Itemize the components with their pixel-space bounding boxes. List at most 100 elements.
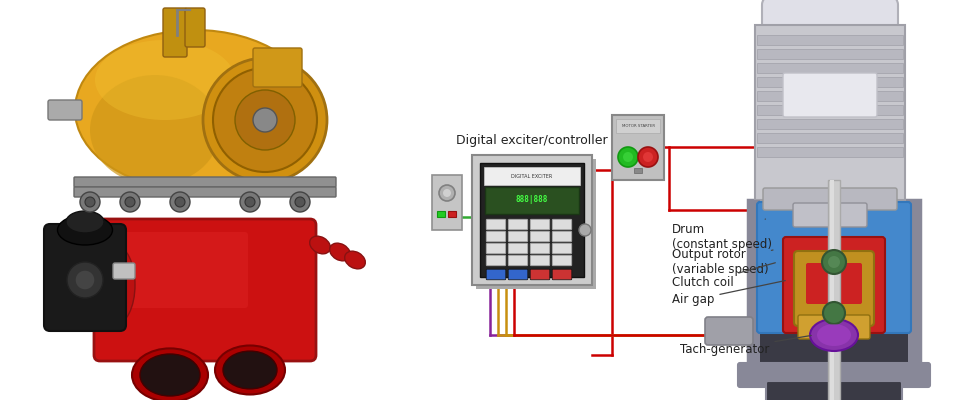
Ellipse shape	[817, 324, 851, 346]
Circle shape	[175, 197, 185, 207]
Ellipse shape	[329, 243, 350, 261]
Text: 888|888: 888|888	[515, 196, 548, 204]
Ellipse shape	[132, 348, 208, 400]
FancyBboxPatch shape	[793, 203, 867, 227]
Bar	[448, 211, 456, 217]
Ellipse shape	[223, 351, 277, 389]
FancyBboxPatch shape	[185, 8, 205, 47]
Bar	[437, 211, 445, 217]
Bar	[757, 49, 903, 59]
FancyBboxPatch shape	[509, 219, 528, 230]
Circle shape	[75, 270, 95, 290]
FancyBboxPatch shape	[783, 237, 885, 333]
Bar	[757, 133, 903, 143]
FancyBboxPatch shape	[530, 219, 550, 230]
Bar	[757, 35, 903, 45]
FancyBboxPatch shape	[48, 100, 82, 120]
Circle shape	[623, 152, 633, 162]
FancyBboxPatch shape	[509, 231, 528, 242]
FancyBboxPatch shape	[253, 48, 302, 87]
Text: Tach-generator: Tach-generator	[680, 336, 811, 356]
Bar	[757, 91, 903, 101]
Ellipse shape	[345, 251, 366, 269]
Ellipse shape	[810, 319, 858, 351]
Text: Clutch coil: Clutch coil	[672, 263, 775, 290]
Bar	[757, 119, 903, 129]
Text: Digital exciter/controller: Digital exciter/controller	[456, 134, 608, 147]
Circle shape	[579, 224, 591, 236]
FancyBboxPatch shape	[612, 115, 664, 180]
Ellipse shape	[95, 40, 235, 120]
FancyBboxPatch shape	[783, 73, 877, 117]
Circle shape	[439, 185, 455, 201]
Circle shape	[823, 302, 845, 324]
Text: Drum
(constant speed): Drum (constant speed)	[672, 219, 772, 251]
Circle shape	[618, 147, 638, 167]
Ellipse shape	[58, 215, 113, 245]
Circle shape	[120, 192, 140, 212]
FancyBboxPatch shape	[530, 231, 550, 242]
Bar	[828, 180, 840, 400]
Ellipse shape	[215, 346, 285, 394]
Circle shape	[203, 58, 327, 182]
Circle shape	[213, 68, 317, 172]
Circle shape	[828, 256, 840, 268]
FancyBboxPatch shape	[705, 317, 753, 345]
FancyBboxPatch shape	[757, 202, 911, 333]
Circle shape	[253, 108, 277, 132]
FancyBboxPatch shape	[112, 232, 248, 308]
Circle shape	[822, 250, 846, 274]
FancyBboxPatch shape	[530, 243, 550, 254]
FancyBboxPatch shape	[486, 243, 506, 254]
Text: Air gap: Air gap	[672, 280, 785, 306]
FancyBboxPatch shape	[484, 167, 580, 185]
FancyBboxPatch shape	[472, 155, 592, 285]
FancyBboxPatch shape	[552, 269, 571, 280]
FancyBboxPatch shape	[486, 231, 506, 242]
Text: DIGITAL EXCITER: DIGITAL EXCITER	[512, 174, 553, 178]
FancyBboxPatch shape	[616, 119, 660, 133]
FancyBboxPatch shape	[552, 255, 571, 266]
FancyBboxPatch shape	[766, 381, 902, 400]
FancyBboxPatch shape	[432, 175, 462, 230]
Ellipse shape	[95, 245, 135, 325]
FancyBboxPatch shape	[552, 231, 571, 242]
Circle shape	[643, 152, 653, 162]
FancyBboxPatch shape	[113, 263, 135, 279]
Ellipse shape	[90, 75, 220, 185]
FancyBboxPatch shape	[784, 243, 884, 327]
Bar	[634, 168, 642, 173]
Ellipse shape	[75, 30, 315, 190]
Circle shape	[295, 197, 305, 207]
Circle shape	[125, 197, 135, 207]
FancyBboxPatch shape	[798, 315, 870, 339]
Ellipse shape	[310, 236, 330, 254]
FancyBboxPatch shape	[486, 219, 506, 230]
FancyBboxPatch shape	[486, 269, 506, 280]
FancyBboxPatch shape	[476, 159, 596, 289]
Bar	[757, 63, 903, 73]
FancyBboxPatch shape	[74, 187, 336, 197]
FancyBboxPatch shape	[762, 0, 898, 43]
Circle shape	[67, 262, 103, 298]
FancyBboxPatch shape	[480, 163, 584, 277]
FancyBboxPatch shape	[509, 269, 528, 280]
FancyBboxPatch shape	[806, 263, 862, 304]
Circle shape	[85, 197, 95, 207]
FancyBboxPatch shape	[755, 25, 905, 200]
Bar	[757, 77, 903, 87]
FancyBboxPatch shape	[763, 188, 897, 210]
FancyBboxPatch shape	[794, 251, 874, 326]
FancyBboxPatch shape	[509, 255, 528, 266]
Bar	[748, 200, 760, 365]
Circle shape	[170, 192, 190, 212]
FancyBboxPatch shape	[748, 200, 920, 365]
Ellipse shape	[140, 354, 200, 396]
FancyBboxPatch shape	[738, 363, 930, 387]
FancyBboxPatch shape	[74, 177, 336, 187]
FancyBboxPatch shape	[552, 219, 571, 230]
Circle shape	[443, 189, 451, 197]
Ellipse shape	[66, 211, 104, 233]
Text: MOTOR STARTER: MOTOR STARTER	[621, 124, 655, 128]
Bar	[757, 105, 903, 115]
